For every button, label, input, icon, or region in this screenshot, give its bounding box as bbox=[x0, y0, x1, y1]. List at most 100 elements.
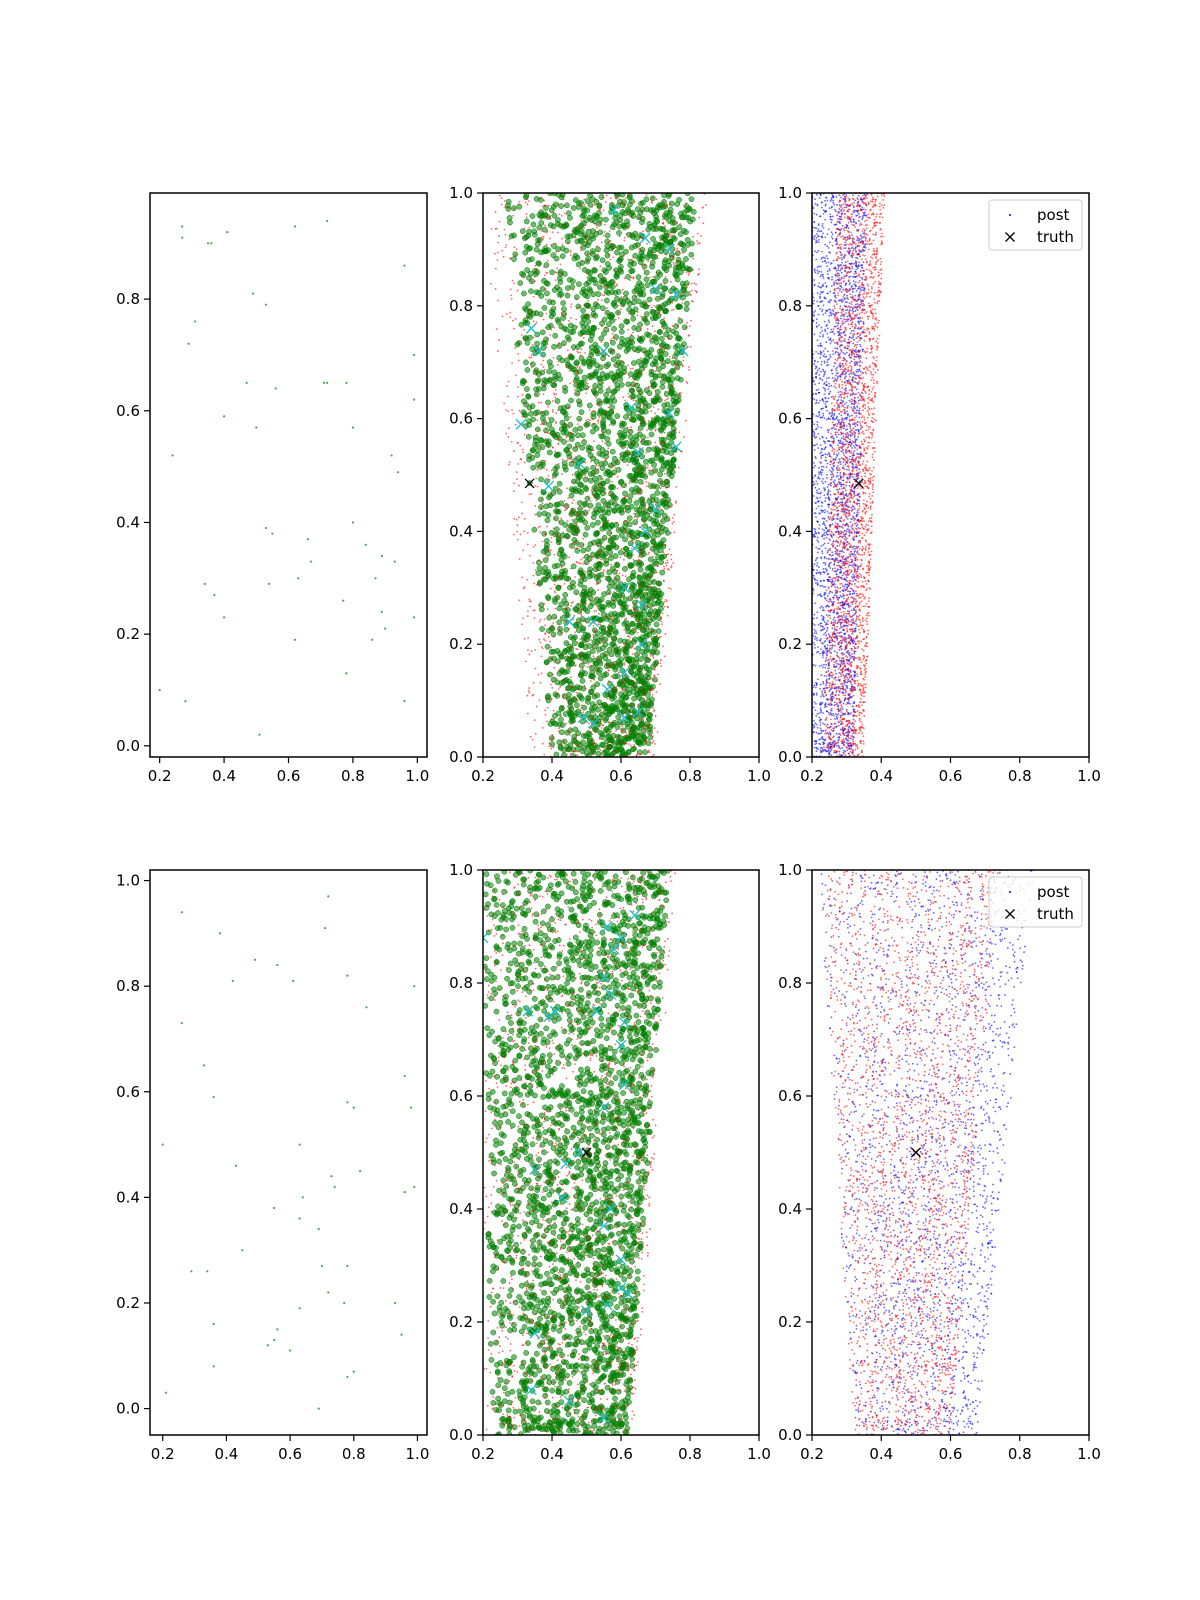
green-point bbox=[271, 532, 274, 535]
red-point bbox=[547, 475, 550, 477]
green-point bbox=[650, 420, 656, 427]
blue-point bbox=[835, 296, 837, 299]
red-point bbox=[617, 317, 620, 319]
green-point bbox=[570, 563, 577, 570]
green-point bbox=[665, 377, 672, 383]
red-point bbox=[593, 573, 596, 576]
green-point bbox=[676, 197, 682, 203]
red-point bbox=[617, 528, 620, 531]
red-point bbox=[663, 282, 666, 285]
green-point bbox=[604, 297, 610, 304]
green-point bbox=[534, 441, 541, 448]
green-point bbox=[507, 219, 513, 226]
red-point bbox=[567, 320, 570, 322]
red-point bbox=[624, 643, 627, 645]
green-point bbox=[594, 254, 600, 260]
green-point bbox=[639, 247, 646, 253]
green-point bbox=[649, 493, 656, 500]
red-point bbox=[572, 499, 575, 502]
red-point bbox=[599, 483, 601, 486]
red-point bbox=[612, 464, 615, 467]
red-point bbox=[652, 630, 654, 633]
red-point bbox=[547, 636, 550, 638]
red-point bbox=[536, 469, 539, 472]
red-point bbox=[543, 552, 546, 555]
red-point bbox=[602, 523, 604, 526]
green-point bbox=[612, 553, 619, 559]
red-point bbox=[638, 470, 640, 473]
red-point bbox=[627, 604, 630, 607]
green-point bbox=[578, 385, 585, 392]
red-point bbox=[596, 351, 599, 354]
green-point bbox=[593, 344, 600, 351]
red-point bbox=[529, 600, 532, 603]
red-point bbox=[647, 497, 650, 500]
green-point bbox=[686, 205, 693, 212]
green-point bbox=[604, 468, 611, 475]
red-point bbox=[671, 301, 674, 304]
green-point bbox=[566, 678, 572, 685]
red-point bbox=[540, 401, 543, 404]
red-point bbox=[615, 662, 618, 665]
red-point bbox=[568, 747, 570, 749]
green-point bbox=[390, 454, 393, 457]
green-point bbox=[581, 205, 588, 212]
red-point bbox=[670, 588, 672, 590]
red-point bbox=[593, 678, 596, 681]
red-point bbox=[508, 461, 511, 464]
green-point bbox=[599, 320, 605, 327]
red-point bbox=[600, 727, 603, 729]
red-point bbox=[523, 227, 526, 230]
red-point bbox=[553, 326, 556, 329]
green-point bbox=[293, 638, 297, 641]
red-point bbox=[676, 247, 678, 250]
red-point bbox=[537, 584, 540, 587]
red-point bbox=[614, 467, 617, 469]
red-point bbox=[616, 356, 619, 359]
red-point bbox=[559, 616, 562, 619]
green-point bbox=[655, 388, 661, 395]
red-point bbox=[498, 220, 501, 223]
red-point bbox=[684, 205, 687, 208]
green-point bbox=[623, 546, 630, 552]
green-point bbox=[570, 205, 577, 211]
red-point bbox=[690, 300, 693, 302]
red-point bbox=[615, 197, 618, 200]
red-point bbox=[623, 742, 626, 745]
red-point bbox=[552, 356, 555, 359]
y-tick-label: 0.0 bbox=[449, 748, 473, 766]
green-point bbox=[577, 581, 584, 588]
red-point bbox=[610, 675, 613, 678]
red-point bbox=[532, 609, 535, 612]
red-point bbox=[615, 685, 618, 688]
red-point bbox=[624, 531, 627, 533]
red-point bbox=[509, 311, 512, 314]
red-point bbox=[673, 229, 676, 232]
red-point bbox=[655, 664, 658, 667]
red-point bbox=[647, 508, 650, 511]
green-point bbox=[564, 646, 571, 653]
green-point bbox=[610, 420, 617, 426]
red-point bbox=[574, 389, 577, 391]
red-point bbox=[549, 626, 552, 629]
red-point bbox=[517, 353, 520, 355]
blue-point bbox=[847, 699, 850, 702]
red-point bbox=[630, 426, 633, 429]
red-point bbox=[689, 291, 692, 293]
red-point bbox=[532, 561, 535, 564]
red-point bbox=[611, 337, 614, 340]
red-point bbox=[629, 716, 631, 719]
green-point bbox=[364, 543, 367, 546]
green-point bbox=[380, 610, 384, 613]
red-point bbox=[623, 736, 626, 739]
red-point bbox=[521, 334, 523, 336]
blue-point bbox=[816, 426, 819, 428]
red-point bbox=[655, 634, 658, 636]
red-point bbox=[640, 524, 643, 527]
green-point bbox=[596, 203, 603, 210]
red-point bbox=[625, 617, 627, 620]
green-point bbox=[600, 625, 607, 631]
red-point bbox=[562, 694, 565, 697]
green-point bbox=[668, 200, 675, 207]
red-point bbox=[672, 386, 674, 388]
